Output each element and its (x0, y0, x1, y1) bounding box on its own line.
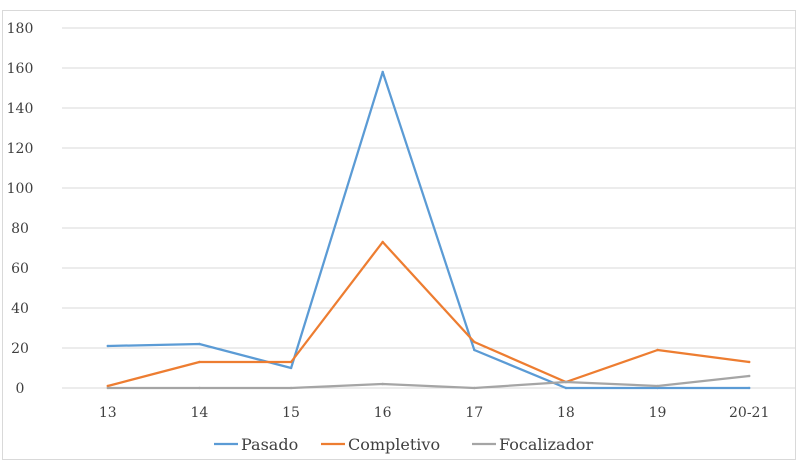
data-point-focalizador (564, 380, 568, 384)
y-tick-label: 20 (11, 341, 29, 357)
data-point-focalizador (747, 374, 751, 378)
x-tick-label: 13 (99, 405, 117, 421)
y-tick-label: 80 (11, 221, 29, 237)
data-point-pasado (381, 70, 384, 74)
data-point-focalizador (106, 386, 110, 390)
x-tick-label: 19 (649, 405, 667, 421)
data-point-pasado (656, 386, 659, 390)
x-axis-tick-labels: 13 14 15 16 17 18 19 20-21 (99, 405, 769, 421)
data-point-completivo (381, 240, 384, 244)
legend-label-pasado: Pasado (241, 435, 298, 454)
series-lines (106, 70, 751, 390)
data-point-pasado (198, 342, 201, 346)
y-tick-label: 140 (7, 101, 34, 117)
data-point-pasado (564, 386, 568, 390)
x-tick-label: 17 (465, 405, 483, 421)
data-point-completivo (198, 360, 201, 364)
y-tick-label: 120 (7, 141, 34, 157)
legend-label-completivo: Completivo (348, 435, 440, 454)
data-point-focalizador (656, 384, 659, 388)
data-point-focalizador (198, 386, 201, 390)
series-line-completivo (106, 240, 751, 388)
legend: Pasado Completivo Focalizador (214, 435, 593, 454)
y-tick-label: 180 (7, 21, 34, 37)
x-tick-label: 14 (191, 405, 209, 421)
data-point-focalizador (473, 386, 476, 390)
legend-label-focalizador: Focalizador (499, 435, 593, 454)
data-point-completivo (656, 348, 659, 352)
data-point-completivo (289, 360, 293, 364)
y-tick-label: 40 (11, 301, 29, 317)
data-point-pasado (473, 348, 476, 352)
y-tick-label: 60 (11, 261, 29, 277)
x-tick-label: 18 (557, 405, 575, 421)
data-point-completivo (106, 384, 110, 388)
y-tick-label: 100 (7, 181, 34, 197)
data-point-pasado (289, 366, 293, 370)
y-axis-tick-labels: 0 20 40 60 80 100 120 140 160 180 (7, 21, 34, 397)
data-point-completivo (747, 360, 751, 364)
data-point-pasado (747, 386, 751, 390)
series-line-focalizador (106, 374, 751, 390)
data-point-focalizador (381, 382, 384, 386)
x-tick-label: 16 (374, 405, 392, 421)
series-line-pasado (106, 70, 751, 390)
data-point-focalizador (289, 386, 293, 390)
x-tick-label: 15 (282, 405, 300, 421)
data-point-completivo (473, 340, 476, 344)
y-tick-label: 160 (7, 61, 34, 77)
x-tick-label: 20-21 (729, 405, 769, 421)
data-point-pasado (106, 344, 110, 348)
y-tick-label: 0 (16, 381, 25, 397)
